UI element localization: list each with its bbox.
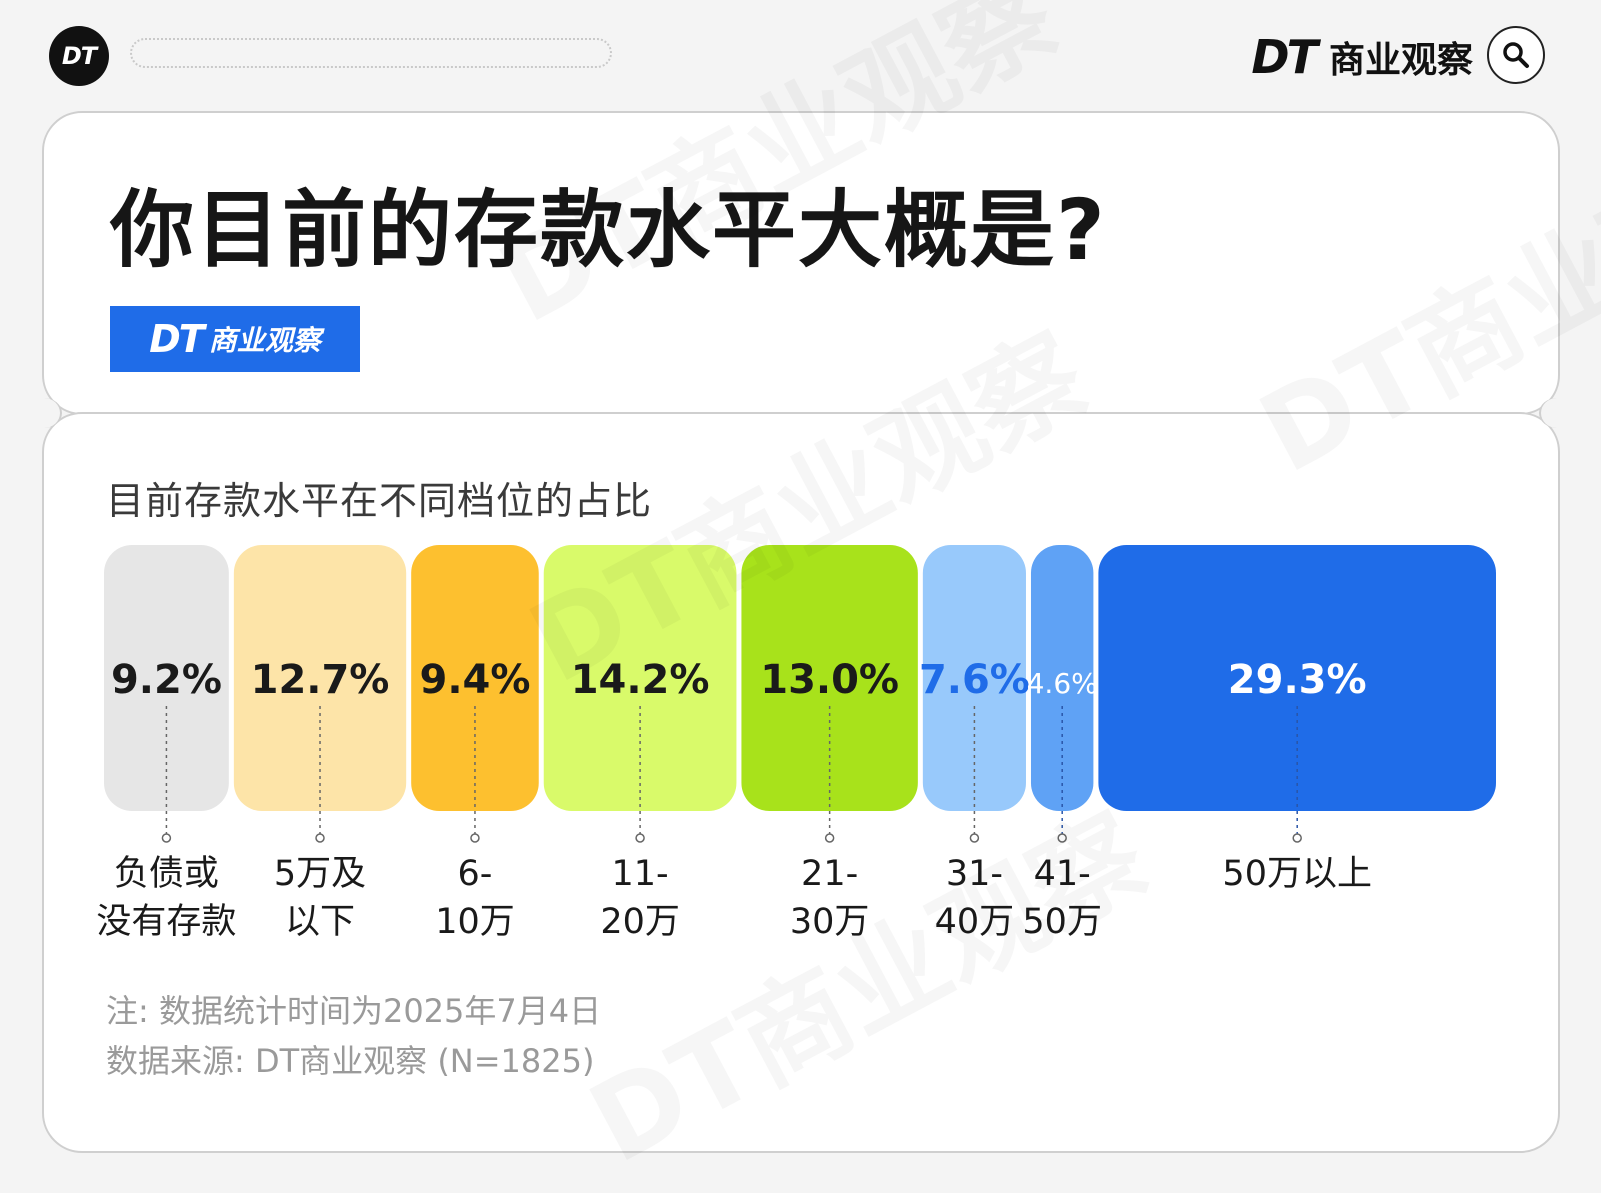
category-label-6: 50万 bbox=[1022, 902, 1102, 942]
category-label-4: 30万 bbox=[790, 902, 870, 942]
search-icon bbox=[1503, 42, 1529, 68]
leader-dot-3 bbox=[635, 833, 645, 843]
leader-dot-1 bbox=[315, 833, 325, 843]
card-notch bbox=[1539, 398, 1575, 428]
search-input[interactable] bbox=[130, 38, 612, 68]
bar-6 bbox=[1030, 545, 1094, 811]
card-notch bbox=[26, 398, 62, 428]
bar-2 bbox=[411, 545, 539, 811]
badge-dt: DT bbox=[149, 317, 204, 361]
brand-dt: DT bbox=[1251, 30, 1318, 84]
category-label-1: 5万及 bbox=[274, 854, 366, 894]
value-label-3: 14.2% bbox=[571, 657, 710, 703]
category-label-3: 20万 bbox=[600, 902, 680, 942]
category-label-7: 50万以上 bbox=[1222, 854, 1372, 894]
search-button[interactable] bbox=[1487, 26, 1545, 84]
bar-5 bbox=[922, 545, 1026, 811]
category-label-2: 10万 bbox=[435, 902, 515, 942]
value-label-5: 7.6% bbox=[919, 657, 1030, 703]
category-label-3: 11- bbox=[612, 854, 669, 894]
value-label-4: 13.0% bbox=[760, 657, 899, 703]
footnote-date: 注: 数据统计时间为2025年7月4日 bbox=[106, 992, 602, 1030]
logo-icon[interactable]: DT bbox=[49, 26, 109, 86]
value-label-2: 9.4% bbox=[419, 657, 530, 703]
leader-dot-6 bbox=[1057, 833, 1067, 843]
leader-dot-4 bbox=[824, 833, 835, 843]
category-label-5: 40万 bbox=[935, 902, 1015, 942]
page-title: 你目前的存款水平大概是? bbox=[110, 181, 1107, 279]
bar-4 bbox=[741, 545, 918, 811]
category-label-0: 负债或 bbox=[114, 854, 219, 894]
bar-7 bbox=[1098, 545, 1496, 811]
category-label-1: 以下 bbox=[285, 902, 355, 942]
leader-dot-5 bbox=[969, 833, 980, 843]
category-label-2: 6- bbox=[458, 854, 493, 894]
leader-dot-0 bbox=[161, 833, 172, 843]
value-label-1: 12.7% bbox=[251, 657, 390, 703]
bar-0 bbox=[104, 545, 229, 811]
leader-dot-2 bbox=[470, 833, 480, 843]
category-label-0: 没有存款 bbox=[96, 902, 236, 942]
category-label-4: 21- bbox=[801, 854, 858, 894]
footnote-source: 数据来源: DT商业观察 (N=1825) bbox=[106, 1042, 595, 1080]
value-label-7: 29.3% bbox=[1228, 657, 1367, 703]
badge-name: 商业观察 bbox=[208, 324, 321, 357]
leader-dot-7 bbox=[1292, 833, 1302, 843]
bar-1 bbox=[233, 545, 407, 811]
bar-3 bbox=[543, 545, 737, 811]
chart-title: 目前存款水平在不同档位的占比 bbox=[106, 479, 653, 523]
brand-name: 商业观察 bbox=[1328, 40, 1473, 81]
value-label-0: 9.2% bbox=[111, 657, 222, 703]
category-label-6: 41- bbox=[1034, 854, 1091, 894]
category-label-5: 31- bbox=[946, 854, 1003, 894]
brand-logo: DT 商业观察 bbox=[1251, 30, 1473, 84]
brand-badge: DT 商业观察 bbox=[110, 306, 360, 372]
value-label-6: 4.6% bbox=[1027, 667, 1098, 700]
